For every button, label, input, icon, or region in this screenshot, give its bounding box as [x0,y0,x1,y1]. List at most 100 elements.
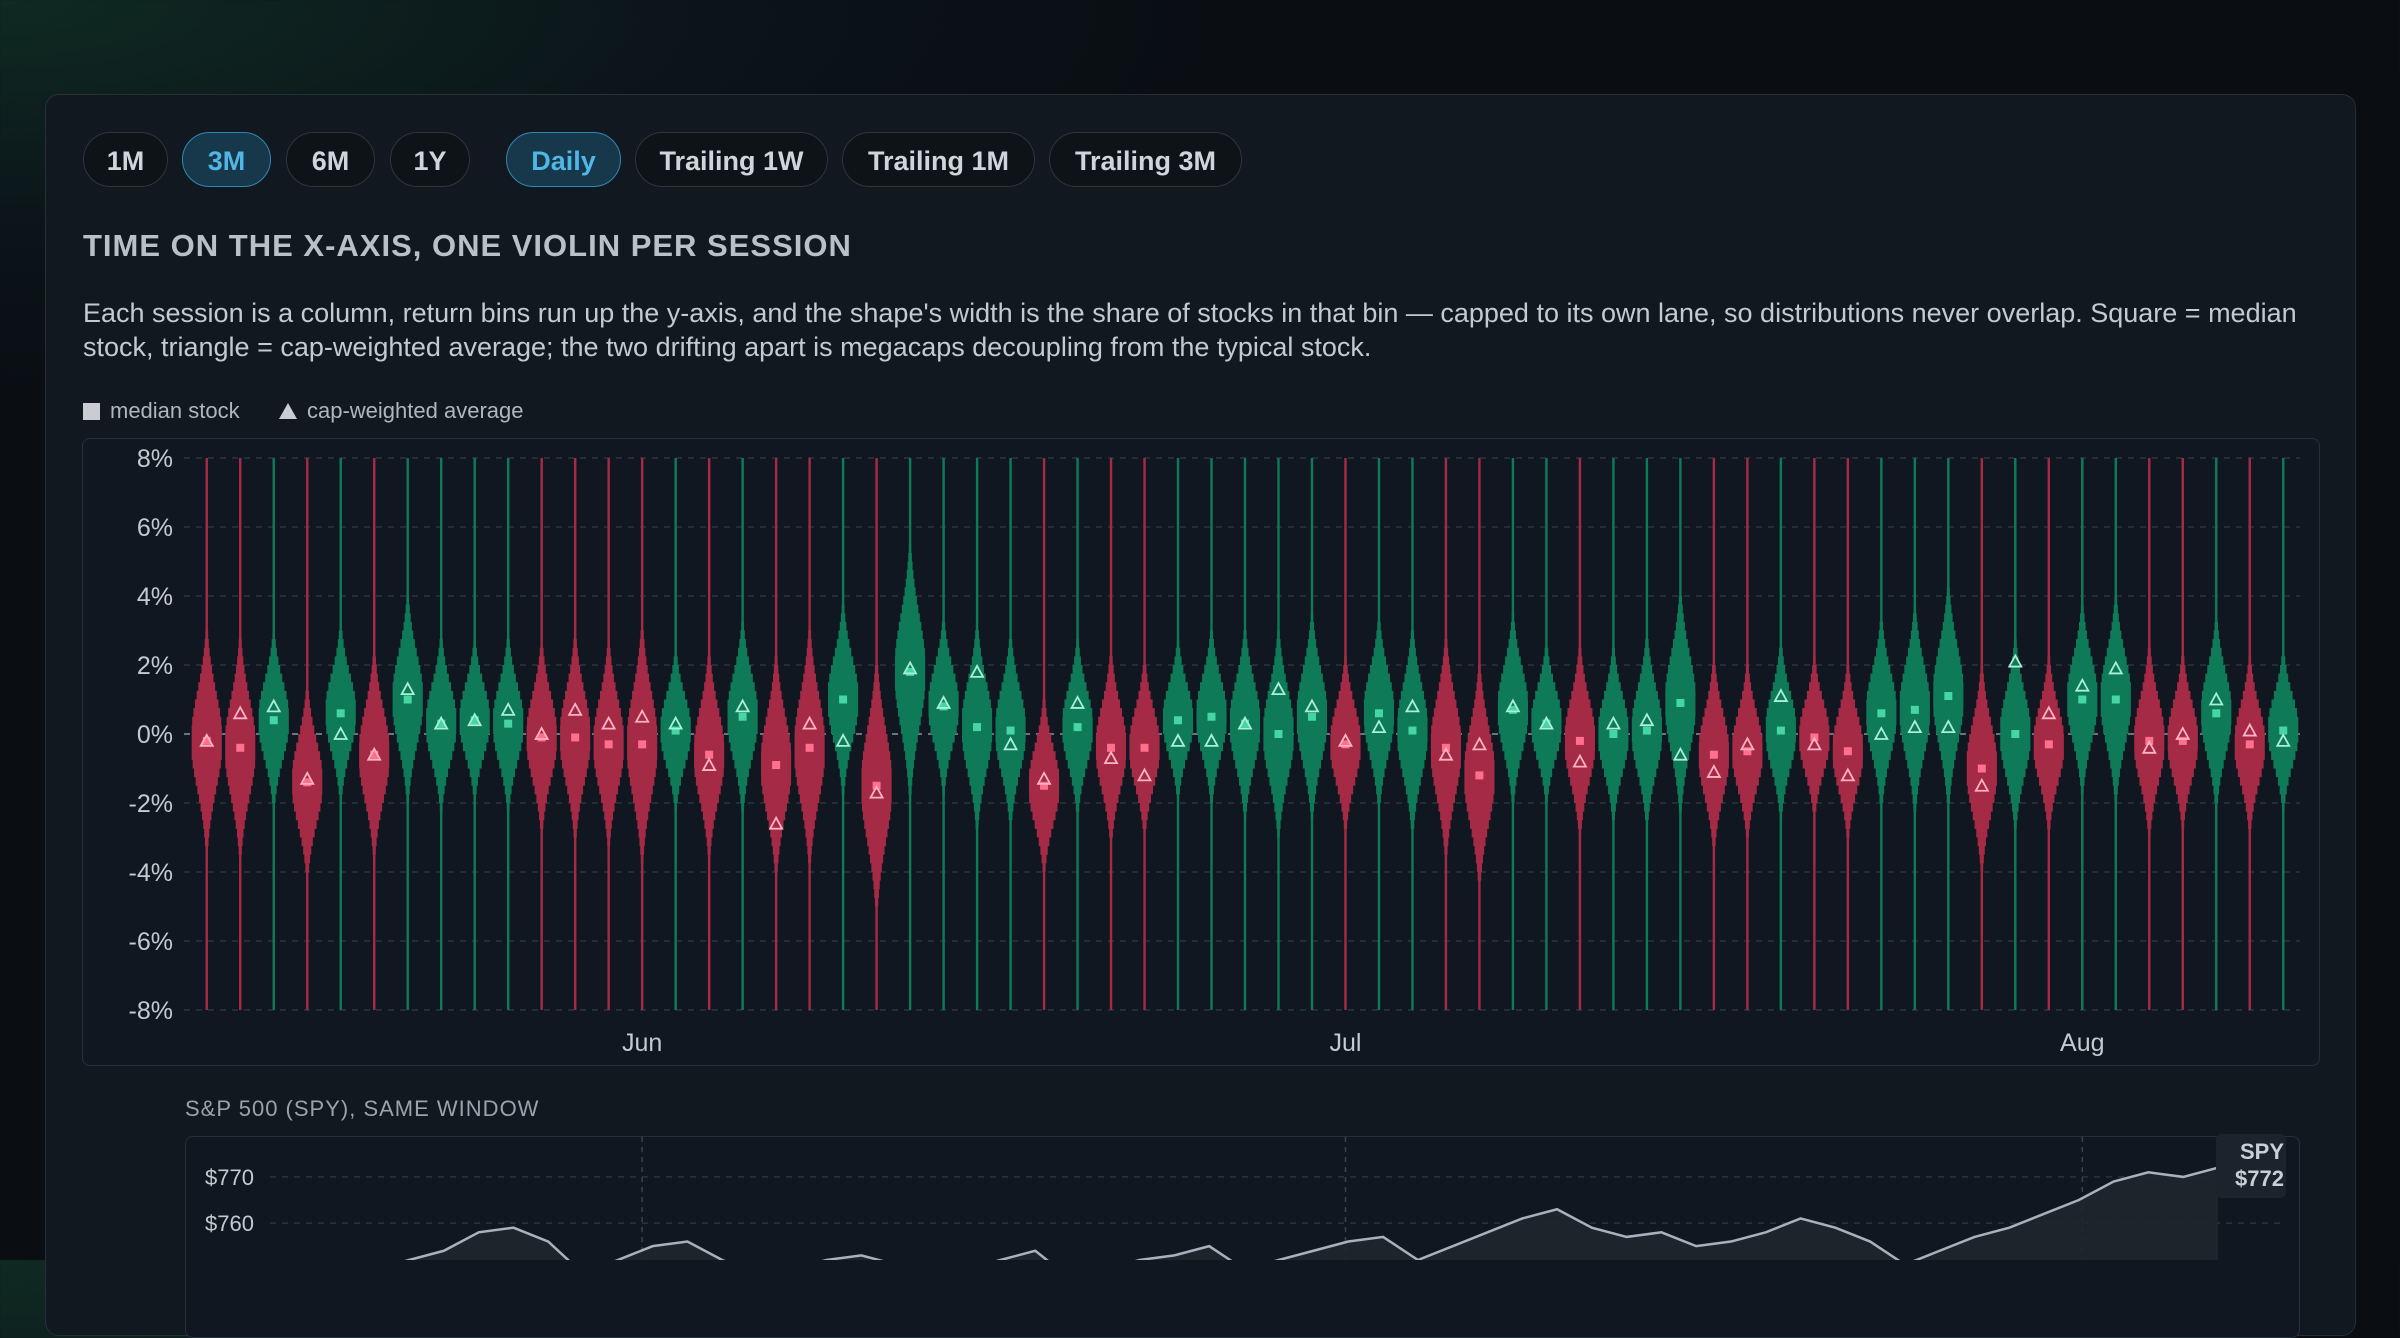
cap-weighted-marker [2175,726,2191,740]
chart-canvas: 8% 6% 4% 2% 0% -2% -4% -6% -8% Jun Jul Aug $770 $760 [129,445,2300,1260]
range-button-1m[interactable]: 1M [83,132,168,187]
cap-weighted-marker [2074,677,2090,692]
y-tick-label: -4% [129,859,173,887]
median-marker [1843,747,1852,756]
chart-description: Each session is a column, return bins ru… [83,298,2297,362]
cap-weighted-marker [1304,698,1320,713]
violin-session [1296,458,1328,1010]
violin-session [2268,458,2299,1010]
y-tick-label: 0% [137,721,173,749]
cap-weighted-marker [2208,691,2224,706]
violin-body [1095,458,1127,1010]
violin-body [392,458,423,1010]
violin-body [1430,458,1462,1010]
cap-weighted-marker [1170,733,1186,747]
median-marker [2078,695,2087,704]
violin-body [426,458,457,1010]
median-marker [1140,743,1149,752]
mode-button-trailing-3m[interactable]: Trailing 3M [1049,132,1242,187]
y-tick-label: 2% [137,652,173,680]
range-button-3m[interactable]: 3M [182,132,271,187]
median-marker [370,750,379,759]
violin-body [2167,458,2198,1010]
violin-session [794,458,825,1010]
violin-session [593,458,624,1010]
violin-session [426,458,457,1010]
median-marker [1977,764,1986,773]
cap-weighted-marker [668,715,684,730]
violin-session [1732,458,1763,1010]
legend-item-median: median stock [83,398,240,424]
cap-weighted-marker [1237,715,1253,730]
violin-session [493,458,524,1010]
violin-session [1464,458,1495,1010]
violin-body [895,458,926,1010]
median-marker [571,733,580,742]
cap-weighted-marker [601,715,617,730]
violin-session [1330,458,1361,1010]
violin-session [660,458,691,1010]
cap-weighted-marker [2041,705,2057,720]
cap-weighted-marker [1873,726,1889,740]
cap-weighted-marker [1404,698,1420,713]
violin-session [225,458,256,1010]
violin-session [2000,458,2031,1010]
median-marker [1508,705,1517,714]
spy-y-tick-label: $760 [205,1211,254,1236]
violin-body [325,458,356,1010]
cap-weighted-marker [1572,753,1588,768]
x-tick-label: Jul [1329,1029,1361,1057]
cap-weighted-marker [2007,653,2023,668]
median-marker [537,733,546,742]
cap-weighted-marker [1070,695,1086,709]
cap-weighted-marker [1605,715,1621,730]
violin-session [1966,458,1997,1010]
y-tick-label: -2% [129,790,173,818]
violin-body [928,458,959,1010]
cap-weighted-marker [567,701,583,716]
median-marker [236,743,245,752]
median-marker [1743,747,1752,756]
violin-session [258,458,289,1010]
cap-weighted-marker [299,770,315,785]
spy-chart-title: S&P 500 (SPY), SAME WINDOW [185,1096,540,1121]
violin-session [1598,458,1629,1010]
mode-button-daily[interactable]: Daily [506,132,621,187]
median-marker [738,712,747,721]
x-tick-label: Jun [622,1029,662,1057]
violin-session [727,458,758,1010]
range-button-6m[interactable]: 6M [286,132,375,187]
violin-session [2134,458,2165,1010]
range-button-1y[interactable]: 1Y [390,132,470,187]
median-marker [1944,692,1953,701]
cap-weighted-marker [2141,739,2157,754]
spy-y-tick-label: $770 [205,1165,254,1190]
violin-session [359,458,390,1010]
cap-weighted-marker [1036,770,1052,785]
median-marker [1107,743,1116,752]
legend-item-cap-weighted: cap-weighted average [279,398,523,424]
median-marker [2178,736,2187,745]
median-marker [1642,726,1651,735]
violin-body [2067,458,2098,1010]
median-marker [1609,730,1618,738]
legend-cap-label: cap-weighted average [307,398,524,423]
median-marker [604,740,613,749]
median-marker [839,695,848,704]
violin-body [761,458,792,1010]
mode-button-trailing-1m[interactable]: Trailing 1M [842,132,1035,187]
spy-end-label: SPY [2239,1139,2284,1164]
cap-weighted-marker [1840,767,1856,782]
triangle-icon [279,403,297,419]
violin-session [761,458,792,1010]
violin-body [961,458,993,1010]
median-marker [2212,709,2221,718]
median-marker [1575,736,1584,745]
mode-button-trailing-1w[interactable]: Trailing 1W [635,132,828,187]
violin-body [1665,458,1696,1010]
violin-session [828,458,859,1010]
cap-weighted-marker [1371,719,1387,733]
cap-weighted-marker [1672,746,1688,761]
y-tick-label: -8% [129,997,173,1025]
violin-body [292,458,323,1010]
